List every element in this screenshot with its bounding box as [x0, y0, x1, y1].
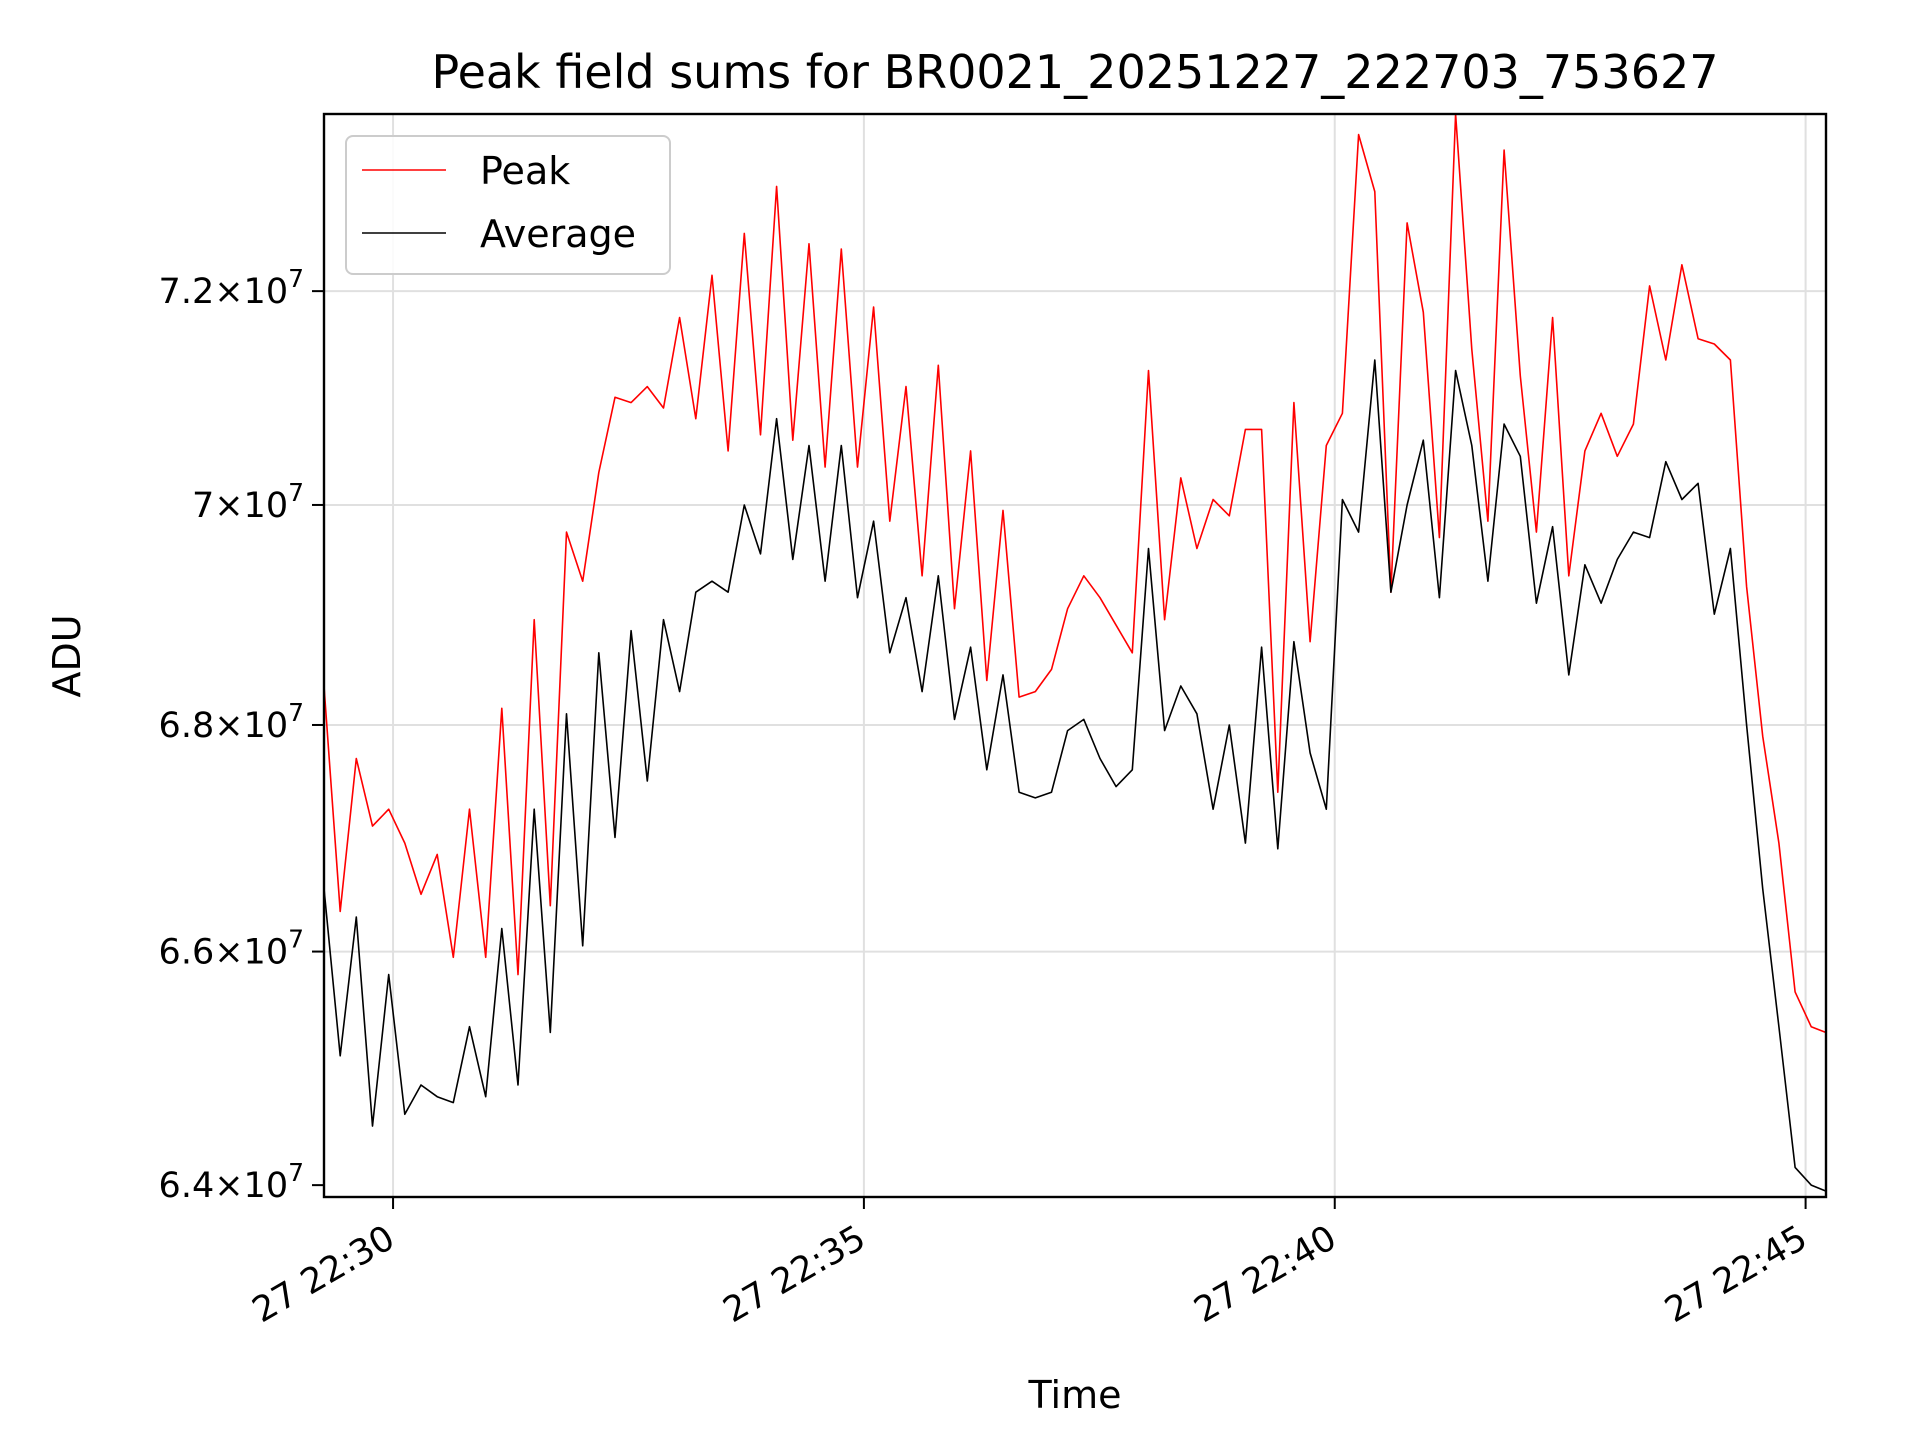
legend-label-average: Average	[480, 212, 636, 256]
y-axis-label: ADU	[45, 614, 89, 697]
legend: Peak Average	[345, 135, 671, 275]
y-tick-label: 7.2×107	[159, 264, 304, 312]
legend-label-peak: Peak	[480, 149, 570, 193]
x-axis-label: Time	[1028, 1373, 1122, 1417]
y-tick-label: 6.8×107	[159, 698, 304, 746]
y-tick-label: 7×107	[192, 478, 304, 526]
series-line-peak	[323, 113, 1827, 1034]
series-line-average	[323, 359, 1827, 1192]
plot-frame	[322, 112, 1828, 1199]
y-tick-label: 6.6×107	[159, 925, 304, 973]
series-layer	[323, 113, 1827, 1192]
chart-title: Peak field sums for BR0021_20251227_2227…	[431, 45, 1718, 99]
y-axis-ticks: 6.4×107 6.6×107 6.8×107 7×107 7.2×107	[159, 264, 324, 1206]
y-tick-label: 6.4×107	[159, 1158, 304, 1206]
